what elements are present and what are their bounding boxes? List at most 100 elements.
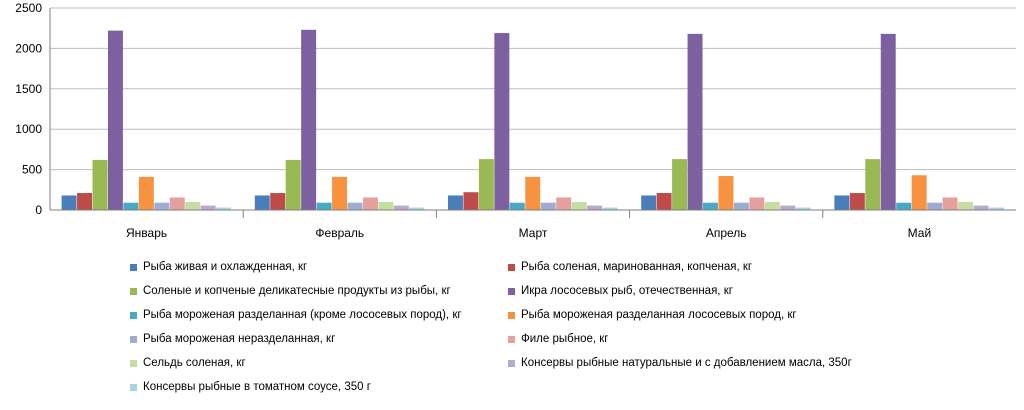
legend-label: Рыба мороженая разделанная (кроме лососе… — [143, 309, 462, 321]
bar — [780, 205, 796, 210]
bar — [393, 205, 409, 210]
bar — [896, 202, 912, 210]
bar — [795, 207, 811, 210]
bar — [556, 197, 572, 210]
y-tick-label: 2500 — [15, 1, 42, 15]
bar — [270, 193, 286, 210]
bar — [138, 176, 154, 210]
legend-swatch — [508, 359, 515, 367]
bar — [571, 201, 587, 210]
legend-swatch — [508, 335, 515, 343]
bar — [540, 202, 556, 210]
bar — [123, 202, 139, 210]
bar — [316, 202, 332, 210]
legend-swatch — [130, 335, 137, 343]
bar — [216, 207, 232, 210]
bar — [525, 176, 541, 210]
bar — [672, 159, 688, 210]
x-tick-label: Апрель — [706, 226, 747, 240]
legend-swatch — [508, 263, 515, 271]
x-tick-label: Февраль — [315, 226, 364, 240]
y-tick-label: 1500 — [15, 82, 42, 96]
bar — [865, 159, 881, 210]
y-tick-label: 2000 — [15, 41, 42, 55]
legend-label: Рыба мороженая неразделанная, кг — [143, 333, 336, 345]
x-tick-label: Январь — [126, 226, 167, 240]
bar — [378, 201, 394, 210]
bar — [409, 207, 425, 210]
x-axis-ticks: Январь Февраль Март Апрель Май — [126, 226, 931, 240]
bar — [332, 176, 348, 210]
x-tick-label: Март — [519, 226, 548, 240]
legend-item: Консервы рыбные натуральные и с добавлен… — [508, 354, 852, 372]
legend-item: Консервы рыбные в томатном соусе, 350 г — [130, 378, 371, 396]
bar — [285, 159, 301, 210]
legend-item: Рыба живая и охлажденная, кг — [130, 258, 307, 276]
legend-item: Рыба соленая, маринованная, копченая, кг — [508, 258, 752, 276]
bar — [362, 197, 378, 210]
bar — [849, 193, 865, 210]
bar — [718, 176, 734, 210]
legend-swatch — [508, 311, 515, 319]
bar — [169, 197, 185, 210]
axes — [49, 8, 1016, 218]
legend-item: Филе рыбное, кг — [508, 330, 608, 348]
bar — [347, 202, 363, 210]
bar — [478, 159, 494, 210]
y-axis-ticks: 0 500 1000 1500 2000 2500 — [15, 1, 42, 217]
legend-item: Рыба мороженая разделанная лососевых пор… — [508, 306, 797, 324]
legend-item: Рыба мороженая неразделанная, кг — [130, 330, 335, 348]
bar — [973, 205, 989, 210]
x-tick-label: Май — [908, 226, 932, 240]
y-tick-label: 0 — [35, 203, 42, 217]
y-tick-label: 500 — [22, 163, 42, 177]
legend-swatch — [130, 383, 137, 391]
bar-chart: 0 500 1000 1500 2000 2500 Январь Февраль Март Ап… — [15, 1, 1016, 240]
bar — [494, 33, 510, 210]
bar — [764, 201, 780, 210]
bar — [185, 201, 201, 210]
bars — [61, 29, 1004, 211]
bar — [988, 207, 1004, 210]
legend-label: Икра лососевых рыб, отечественная, кг — [521, 285, 733, 297]
legend-swatch — [508, 287, 515, 295]
legend-label: Рыба мороженая разделанная лососевых пор… — [521, 309, 797, 321]
bar — [92, 159, 108, 210]
bar — [749, 197, 765, 210]
bar — [834, 195, 850, 210]
legend-swatch — [130, 263, 137, 271]
legend-label: Консервы рыбные натуральные и с добавлен… — [521, 357, 852, 369]
bar — [463, 192, 479, 210]
bar — [254, 195, 270, 210]
legend-label: Филе рыбное, кг — [521, 333, 609, 345]
bar — [656, 193, 672, 210]
bar — [641, 195, 657, 210]
bar — [587, 205, 603, 210]
y-tick-label: 1000 — [15, 122, 42, 136]
legend-swatch — [130, 359, 137, 367]
legend-item: Сельдь соленая, кг — [130, 354, 246, 372]
bar — [733, 202, 749, 210]
bar — [703, 202, 718, 210]
bar — [154, 202, 170, 210]
legend-label: Консервы рыбные в томатном соусе, 350 г — [143, 381, 371, 393]
legend-item: Соленые и копченые деликатесные продукты… — [130, 282, 451, 300]
bar — [77, 193, 93, 210]
legend-swatch — [130, 311, 137, 319]
legend-label: Рыба живая и охлажденная, кг — [143, 261, 308, 273]
legend-item: Икра лососевых рыб, отечественная, кг — [508, 282, 733, 300]
bar — [687, 33, 703, 210]
bar — [509, 202, 525, 210]
legend-item: Рыба мороженая разделанная (кроме лососе… — [130, 306, 462, 324]
bar — [447, 195, 463, 210]
legend-label: Соленые и копченые деликатесные продукты… — [143, 285, 451, 297]
bar — [880, 33, 896, 210]
bar — [301, 29, 317, 211]
bar — [942, 197, 958, 210]
bar — [602, 207, 618, 210]
bar — [200, 205, 216, 210]
legend-label: Сельдь соленая, кг — [143, 357, 246, 369]
legend-swatch — [130, 287, 137, 295]
bar — [61, 195, 77, 210]
bar — [107, 30, 123, 211]
